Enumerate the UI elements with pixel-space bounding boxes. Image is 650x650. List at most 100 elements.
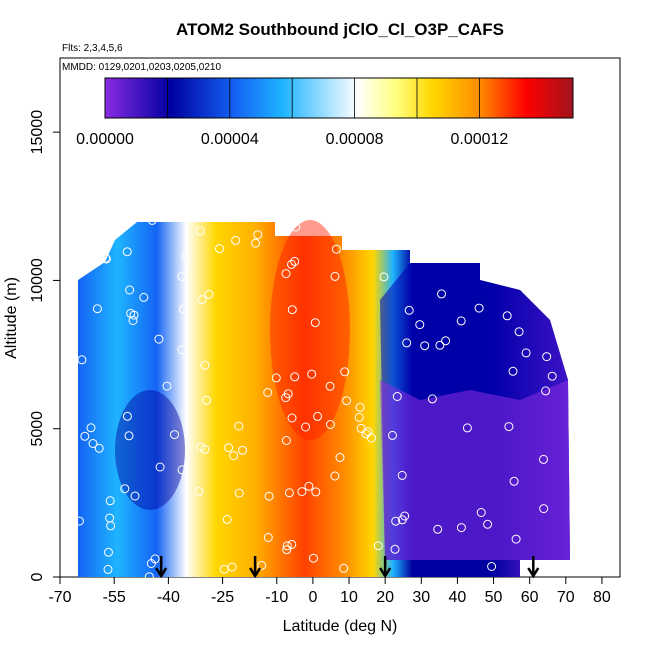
- sample-circle: [521, 348, 531, 358]
- sample-circle: [287, 305, 297, 315]
- colorbar-tick-label: 0.00008: [326, 131, 384, 148]
- sample-circle: [290, 256, 300, 266]
- x-tick-label: -25: [211, 589, 234, 606]
- sample-circle: [391, 516, 401, 526]
- sample-circle: [334, 214, 344, 224]
- sample-circle: [215, 244, 224, 254]
- sample-circle: [441, 336, 451, 346]
- northern-purple-region: [380, 380, 570, 560]
- sample-circle: [281, 436, 291, 445]
- colorbar-tick-label: 0.00000: [76, 131, 134, 148]
- sample-circle: [107, 214, 117, 224]
- x-tick-label: 40: [449, 589, 467, 606]
- sample-circle: [356, 223, 365, 233]
- sample-circle: [340, 367, 350, 377]
- sample-circle: [335, 453, 345, 462]
- x-tick-label: 50: [485, 589, 503, 606]
- sample-circle: [194, 486, 204, 496]
- sample-circle: [355, 402, 365, 412]
- sample-circle: [547, 371, 557, 381]
- flight-marker-arrowhead: [249, 567, 262, 579]
- sample-circle: [129, 310, 139, 320]
- x-tick-label: 70: [557, 589, 575, 606]
- sample-circle: [339, 563, 349, 573]
- sample-circle: [66, 442, 76, 452]
- sample-circle: [162, 381, 172, 391]
- sample-circle: [124, 431, 134, 441]
- colorbar: [104, 77, 574, 119]
- sample-circle: [234, 488, 244, 498]
- x-tick-label: 30: [412, 589, 430, 606]
- sample-circle: [155, 462, 165, 472]
- sample-circle: [139, 292, 149, 302]
- y-tick-label: 0: [29, 572, 46, 581]
- sample-circle: [402, 338, 412, 348]
- sample-circle: [291, 222, 301, 232]
- sample-circle: [146, 559, 156, 568]
- sample-circle: [456, 523, 466, 533]
- sample-circle: [487, 562, 497, 571]
- sample-circle: [122, 411, 132, 421]
- sample-points: [66, 214, 557, 582]
- sample-circle: [388, 430, 397, 440]
- sample-circle: [88, 439, 98, 448]
- colorbar-ticks: 0.00000 0.00004 0.00008 0.00012: [76, 78, 508, 148]
- sample-circle: [542, 352, 552, 362]
- sample-circle: [508, 366, 518, 376]
- sample-circle: [433, 524, 443, 534]
- sample-circle: [330, 471, 340, 481]
- sample-circle: [310, 318, 320, 328]
- sample-circle: [257, 560, 267, 570]
- sample-circle: [177, 465, 187, 475]
- sample-circle: [390, 544, 400, 554]
- sample-circle: [502, 311, 512, 321]
- sample-circle: [437, 289, 446, 299]
- sample-circle: [253, 230, 263, 240]
- sample-circle: [195, 226, 205, 236]
- sample-circle: [281, 269, 291, 279]
- y-axis: 0 5000 10000 15000: [29, 110, 60, 581]
- sample-circle: [238, 445, 248, 455]
- sample-circle: [514, 327, 524, 337]
- x-tick-label: 10: [340, 589, 358, 606]
- sample-circle: [404, 305, 414, 315]
- sample-circle: [94, 443, 104, 453]
- sample-circle: [307, 369, 317, 379]
- y-tick-label: 5000: [29, 411, 46, 447]
- sample-circle: [301, 422, 311, 432]
- sample-circle: [287, 539, 297, 549]
- x-axis-label: Latitude (deg N): [283, 618, 398, 635]
- sample-circle: [309, 553, 318, 563]
- sample-circle: [287, 259, 296, 269]
- sample-circle: [224, 443, 234, 453]
- sample-circle: [435, 340, 445, 350]
- sample-circle: [282, 541, 292, 551]
- x-tick-label: -70: [48, 589, 71, 606]
- y-axis-label: Altitude (m): [3, 277, 20, 359]
- sample-circle: [474, 303, 484, 313]
- sample-circle: [197, 295, 207, 305]
- sample-circle: [147, 215, 157, 225]
- sample-circle: [92, 304, 102, 314]
- sample-circle: [103, 564, 113, 574]
- sample-circle: [397, 470, 407, 480]
- sample-circle: [331, 244, 341, 254]
- colorbar-tick-label: 0.00012: [450, 131, 508, 148]
- sample-circle: [313, 411, 323, 421]
- sample-circle: [125, 285, 135, 295]
- sample-circle: [281, 393, 291, 403]
- sample-circle: [170, 430, 179, 440]
- sample-circle: [379, 272, 389, 282]
- sample-circle: [177, 272, 187, 281]
- sample-circle: [181, 252, 191, 262]
- sample-circle: [177, 345, 187, 355]
- sample-circle: [342, 396, 352, 406]
- sample-circle: [229, 451, 239, 461]
- sample-circle: [415, 320, 425, 330]
- sample-circle: [101, 253, 111, 263]
- sample-circle: [462, 423, 472, 433]
- sample-circle: [400, 511, 410, 521]
- sample-circle: [264, 491, 274, 501]
- sample-circle: [144, 572, 154, 582]
- sample-circle: [504, 422, 514, 432]
